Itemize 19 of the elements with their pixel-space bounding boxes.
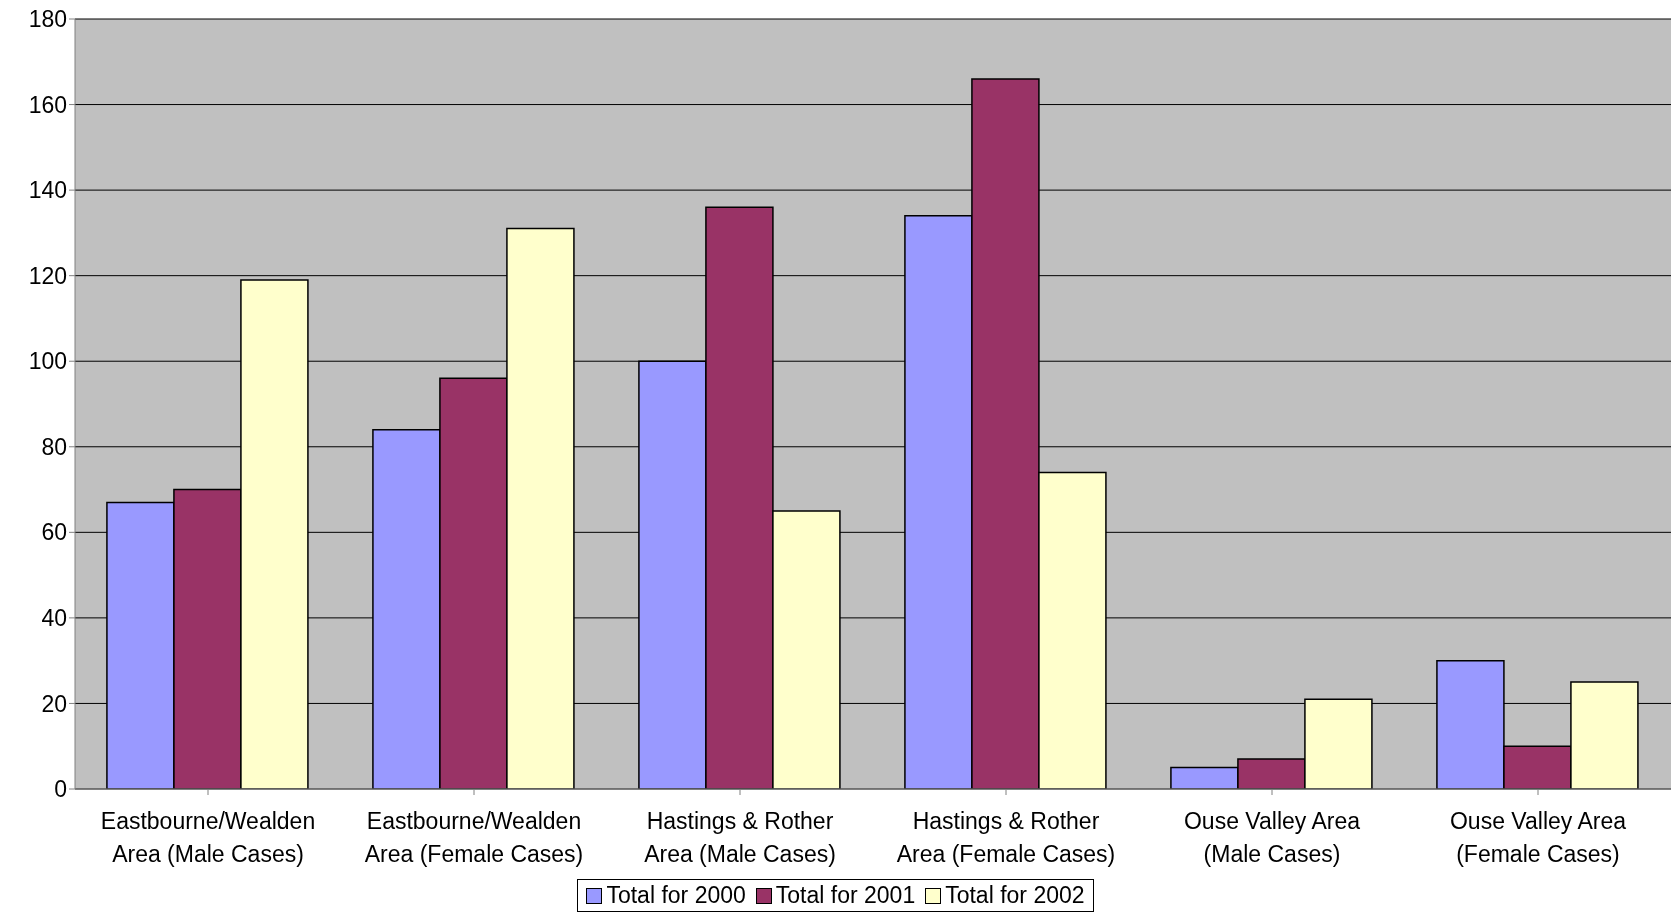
legend-label: Total for 2001 xyxy=(775,882,916,909)
y-tick-label: 160 xyxy=(28,91,67,118)
y-tick-label: 0 xyxy=(54,776,67,803)
x-tick-label: Ouse Valley Area (Female Cases) xyxy=(1449,808,1627,867)
x-tick-label: Hastings & Rother Area (Female Cases) xyxy=(896,808,1116,867)
x-tick-label: Hastings & Rother Area (Male Cases) xyxy=(644,808,836,867)
y-tick-label: 60 xyxy=(41,519,67,546)
x-tick-label: Ouse Valley Area (Male Cases) xyxy=(1183,808,1361,867)
x-tick-label: Eastbourne/Wealden Area (Female Cases) xyxy=(364,808,584,867)
y-tick-label: 140 xyxy=(28,177,67,204)
y-tick-label: 20 xyxy=(41,690,67,717)
legend-label: Total for 2002 xyxy=(945,882,1085,909)
y-tick-label: 40 xyxy=(41,605,67,632)
legend-label: Total for 2000 xyxy=(606,882,746,909)
y-tick-label: 180 xyxy=(28,6,67,33)
y-tick-label: 100 xyxy=(28,348,67,375)
x-tick-label: Eastbourne/Wealden Area (Male Cases) xyxy=(100,808,316,867)
y-tick-label: 120 xyxy=(28,262,67,289)
y-tick-label: 80 xyxy=(41,433,67,460)
